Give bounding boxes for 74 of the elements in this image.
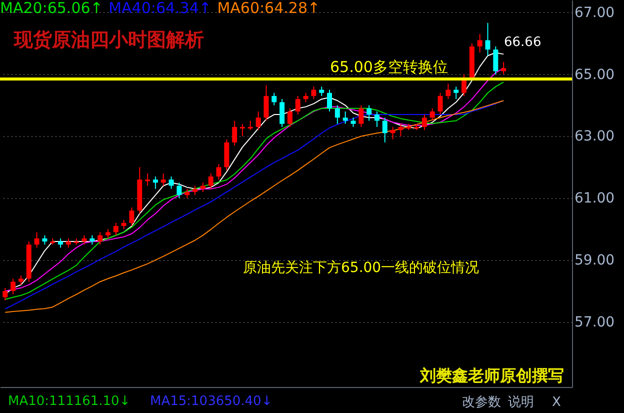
- candlestick: [295, 95, 300, 116]
- candlestick: [501, 61, 506, 75]
- text: X: [552, 395, 561, 410]
- candlestick: [358, 104, 364, 128]
- text: MA60:64.28↑: [217, 0, 320, 17]
- candlestick: [280, 98, 285, 128]
- candlestick: [327, 89, 332, 112]
- candlestick: [493, 46, 498, 75]
- candlestick: [208, 172, 214, 190]
- candlestick: [18, 275, 24, 286]
- y-tick-label: 57.00: [574, 314, 615, 330]
- candlestick: [485, 22, 490, 56]
- y-tick-label: 67.00: [574, 4, 615, 21]
- candlestick: [454, 86, 459, 100]
- y-tick-label: 59.00: [574, 252, 615, 269]
- annotation: 原油先关注下方65.00一线的破位情况: [243, 260, 480, 276]
- candlestick: [90, 234, 95, 246]
- candlestick: [129, 206, 134, 227]
- y-tick-label: 65.00: [574, 66, 615, 83]
- text: 改参数: [462, 395, 501, 410]
- candlestick: [152, 176, 158, 190]
- candlestick: [42, 234, 48, 246]
- candlestick: [398, 123, 404, 137]
- candlestick: [10, 278, 16, 295]
- candlestick: [350, 117, 356, 128]
- candlestick: [232, 120, 238, 146]
- candlestick: [311, 86, 316, 100]
- candlestick: [216, 164, 222, 180]
- candlestick: [98, 232, 103, 246]
- candlestick: [58, 238, 64, 248]
- candlestick: [105, 228, 110, 239]
- candlestick: [287, 108, 292, 128]
- candlestick: [145, 172, 150, 186]
- candlestick: [192, 185, 198, 196]
- candlestick: [430, 108, 435, 122]
- text: MA10:111161.10↓: [8, 394, 130, 409]
- y-tick-label: 63.00: [574, 128, 615, 145]
- ref-line-label: 65.00多空转换位: [330, 58, 448, 76]
- text: 说明: [508, 395, 534, 410]
- candlestick: [2, 287, 8, 301]
- candlestick: [121, 219, 126, 230]
- candlestick: [342, 110, 348, 124]
- candlestick: [34, 232, 40, 248]
- candlestick: [382, 117, 388, 143]
- text: MA15:103650.40↓: [150, 394, 272, 409]
- candlestick: [240, 123, 245, 137]
- candlestick: [264, 84, 269, 122]
- candlestick: [176, 182, 182, 199]
- candlestick: [303, 92, 308, 103]
- candlestick: [272, 92, 277, 106]
- text: 现货原油四小时图解析: [13, 29, 204, 51]
- candlestick: [256, 110, 261, 131]
- candlestick: [113, 222, 118, 236]
- candlestick: [446, 83, 451, 100]
- candlestick: [248, 120, 253, 131]
- candlestick: [422, 114, 427, 131]
- text: MA20:65.06↑: [0, 0, 103, 17]
- text: MA40:64.34↑: [108, 0, 212, 17]
- candlestick: [334, 104, 340, 124]
- candlestick: [168, 176, 174, 190]
- candlestick: [438, 92, 443, 116]
- annotation: 刘樊鑫老师原创撰写: [419, 366, 564, 385]
- candlestick: [200, 182, 206, 192]
- y-tick-label: 61.00: [574, 190, 615, 207]
- candlestick: [66, 238, 71, 248]
- candlestick: [160, 172, 166, 186]
- candlestick: [374, 110, 380, 128]
- annotation: 66.66: [504, 35, 542, 50]
- candlestick: [390, 126, 396, 140]
- candlestick: [477, 34, 482, 54]
- candlestick: [82, 234, 87, 246]
- candlestick: [366, 104, 372, 122]
- candlestick: [184, 188, 190, 199]
- candlestick: [319, 86, 324, 96]
